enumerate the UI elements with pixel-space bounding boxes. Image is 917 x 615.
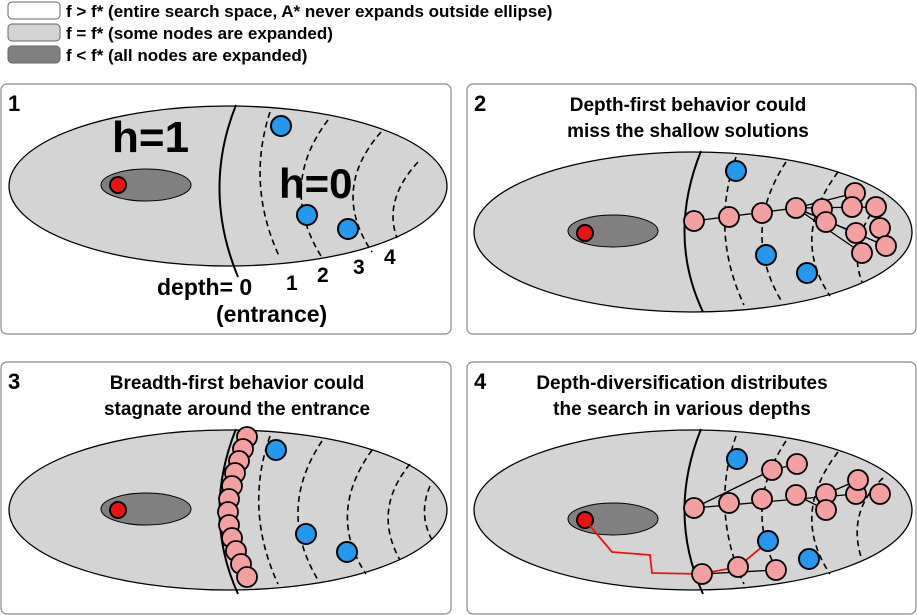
goal-node — [296, 204, 318, 226]
legend: f > f* (entire search space, A* never ex… — [7, 1, 552, 65]
expanded-node — [683, 497, 705, 519]
expanded-node — [815, 499, 837, 521]
goal-node — [796, 262, 818, 284]
goal-node — [757, 530, 779, 552]
expanded-node — [869, 217, 891, 239]
expanded-node — [718, 206, 740, 228]
expanded-node — [865, 196, 887, 218]
goal-node — [337, 218, 359, 240]
search-edge — [693, 207, 797, 222]
expanded-core-ellipse — [100, 168, 192, 202]
expanded-node — [765, 559, 787, 581]
expanded-node — [236, 566, 258, 588]
legend-swatch-below — [7, 45, 61, 64]
depth-contour-5 — [423, 485, 433, 541]
panel-title-line-2: stagnate around the entrance — [104, 399, 370, 420]
panel-title-line-1: Depth-diversification distributes — [536, 373, 827, 394]
depth-number-1: 1 — [286, 272, 298, 295]
expanded-node — [751, 202, 773, 224]
expanded-nodes — [683, 453, 891, 585]
heuristic-0-label: h=0 — [279, 160, 353, 207]
expanded-node — [691, 563, 713, 585]
goal-node — [726, 448, 748, 470]
expanded-node — [751, 488, 773, 510]
expanded-node — [875, 235, 897, 257]
depth-contour-1 — [257, 435, 279, 585]
goal-node — [798, 548, 820, 570]
search-edge — [693, 469, 773, 509]
goal-node — [265, 439, 287, 461]
panel-title-line-1: Breadth-first behavior could — [110, 373, 364, 394]
expanded-nodes — [683, 182, 897, 264]
panel-1: 1 h=1 h=0 1 2 3 4 depth= 0 (entrance) — [0, 83, 452, 335]
legend-swatch-outside — [7, 1, 61, 20]
depth-label: depth= 0 — [157, 274, 252, 300]
start-node — [109, 501, 127, 519]
search-edge — [795, 207, 887, 247]
goal-node — [295, 523, 317, 545]
depth-contour-2 — [761, 440, 787, 581]
depth-number-3: 3 — [353, 256, 365, 279]
depth-contour-1 — [259, 111, 281, 259]
panel-4: 4 Depth-diversification distributes the … — [466, 361, 917, 615]
legend-swatch-equal — [7, 23, 61, 42]
start-node — [576, 224, 594, 242]
goal-node — [725, 160, 747, 182]
expanded-nodes — [217, 426, 258, 588]
panel-2: 2 Depth-first behavior could miss the sh… — [466, 83, 917, 335]
panel-title-line-2: miss the shallow solutions — [567, 121, 809, 142]
depth-contour-4 — [387, 463, 411, 561]
depth-contours — [259, 111, 419, 259]
expanded-node — [841, 196, 863, 218]
start-node — [109, 176, 127, 194]
panel-number: 2 — [474, 91, 486, 116]
depth-contour-4 — [392, 161, 419, 239]
expanded-node — [847, 469, 869, 491]
depth-contours — [257, 435, 433, 585]
goal-node — [755, 244, 777, 266]
depth-contour-2 — [761, 161, 787, 303]
depth-contour-2 — [300, 119, 329, 257]
panel-title-line-2: the search in various depths — [553, 399, 811, 420]
depth-contour-1 — [723, 156, 745, 306]
expanded-node — [786, 453, 808, 475]
goal-node — [270, 115, 292, 137]
entrance-boundary — [218, 104, 239, 278]
panel-number: 3 — [8, 369, 20, 394]
depth-contour-4 — [856, 477, 884, 561]
depth-number-4: 4 — [384, 246, 396, 269]
legend-label-equal: f = f* (some nodes are expanded) — [66, 24, 333, 43]
expanded-node — [815, 211, 837, 233]
expanded-node — [851, 242, 873, 264]
legend-label-outside: f > f* (entire search space, A* never ex… — [66, 2, 552, 21]
panel-number: 1 — [8, 91, 20, 116]
expanded-node — [785, 197, 807, 219]
panel-number: 4 — [474, 369, 487, 394]
entrance-label: (entrance) — [216, 301, 327, 327]
expanded-node — [761, 459, 783, 481]
expanded-node — [785, 484, 807, 506]
panel-3: 3 Breadth-first behavior could stagnate … — [0, 361, 452, 615]
expanded-node — [727, 556, 749, 578]
expanded-node — [718, 492, 740, 514]
depth-contour-2 — [297, 440, 323, 581]
expanded-node — [683, 210, 705, 232]
goal-node — [336, 541, 358, 563]
heuristic-1-label: h=1 — [112, 113, 189, 162]
depth-number-2: 2 — [317, 264, 329, 287]
expanded-node — [869, 483, 891, 505]
panel-title-line-1: Depth-first behavior could — [570, 95, 806, 116]
depth-contour-3 — [352, 131, 382, 253]
legend-label-below: f < f* (all nodes are expanded) — [66, 46, 307, 65]
entrance-boundary — [683, 150, 704, 313]
expanded-node — [845, 222, 867, 244]
